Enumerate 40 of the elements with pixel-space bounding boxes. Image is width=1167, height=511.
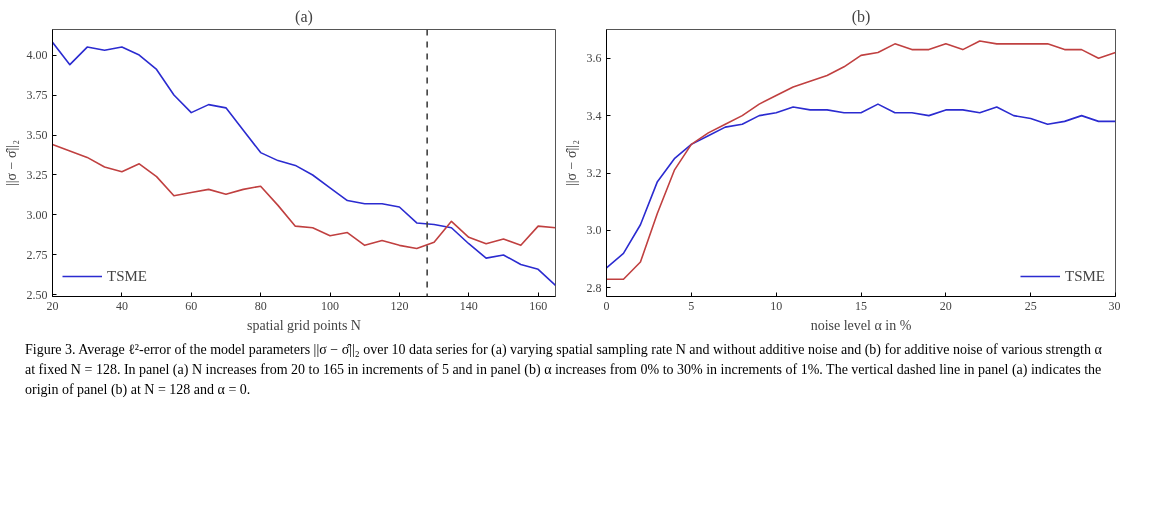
line-series [52, 143, 556, 250]
y-tick-label: 3.75 [26, 88, 48, 103]
line-series [606, 40, 1116, 281]
y-tick-label: 3.6 [586, 51, 602, 66]
legend-label: TSME [1064, 267, 1105, 285]
x-tick-label: 20 [939, 298, 952, 313]
y-tick-label: 2.50 [26, 287, 48, 302]
x-axis-title: spatial grid points N [247, 317, 361, 333]
x-tick-label: 160 [529, 298, 548, 313]
y-tick-label: 3.0 [586, 223, 602, 238]
x-tick-label: 40 [115, 298, 128, 313]
caption: Figure 3. Average ℓ²-error of the model parameters ||σ − σ̂||₂ over 10 data series for (a) varying spatial sampling rate N and without additive noise and (b) for additive noise of various strength α at fixed N = 128. In panel (a) N increases from 20 to 165 in increments of 5 and in panel (b) α increases from 0% to 30% in increments of 1%. The vertical dashed line in panel (a) indicates the origin of panel (b) at N = 128 and α = 0. [25, 341, 1103, 399]
y-axis-title: ||σ − σ̂||₂ [3, 139, 19, 187]
y-tick-label: 4.00 [26, 48, 48, 63]
line-series [606, 103, 1116, 269]
x-tick-label: 120 [390, 298, 409, 313]
x-tick-label: 30 [1108, 298, 1121, 313]
x-tick-label: 80 [254, 298, 267, 313]
line-series [52, 41, 556, 287]
y-tick-label: 2.75 [26, 247, 48, 262]
y-tick-label: 3.00 [26, 207, 48, 222]
x-tick-label: 5 [688, 298, 695, 313]
chart-title: (a) [295, 7, 313, 26]
y-tick-label: 2.8 [586, 280, 602, 295]
x-tick-label: 20 [46, 298, 59, 313]
x-tick-label: 15 [855, 298, 867, 313]
x-tick-label: 60 [185, 298, 198, 313]
y-axis-title: ||σ − σ̂||₂ [563, 139, 579, 187]
x-axis-title: noise level α in % [810, 317, 912, 333]
x-tick-label: 140 [459, 298, 478, 313]
x-tick-label: 25 [1024, 298, 1037, 313]
y-tick-label: 3.4 [586, 108, 602, 123]
y-tick-label: 3.25 [26, 167, 48, 182]
chart-title: (b) [851, 7, 871, 26]
x-tick-label: 100 [321, 298, 340, 313]
y-tick-label: 3.50 [26, 128, 48, 143]
x-tick-label: 10 [770, 298, 783, 313]
x-tick-label: 0 [603, 298, 610, 313]
y-tick-label: 3.2 [586, 166, 602, 181]
legend-label: TSME [107, 267, 148, 285]
